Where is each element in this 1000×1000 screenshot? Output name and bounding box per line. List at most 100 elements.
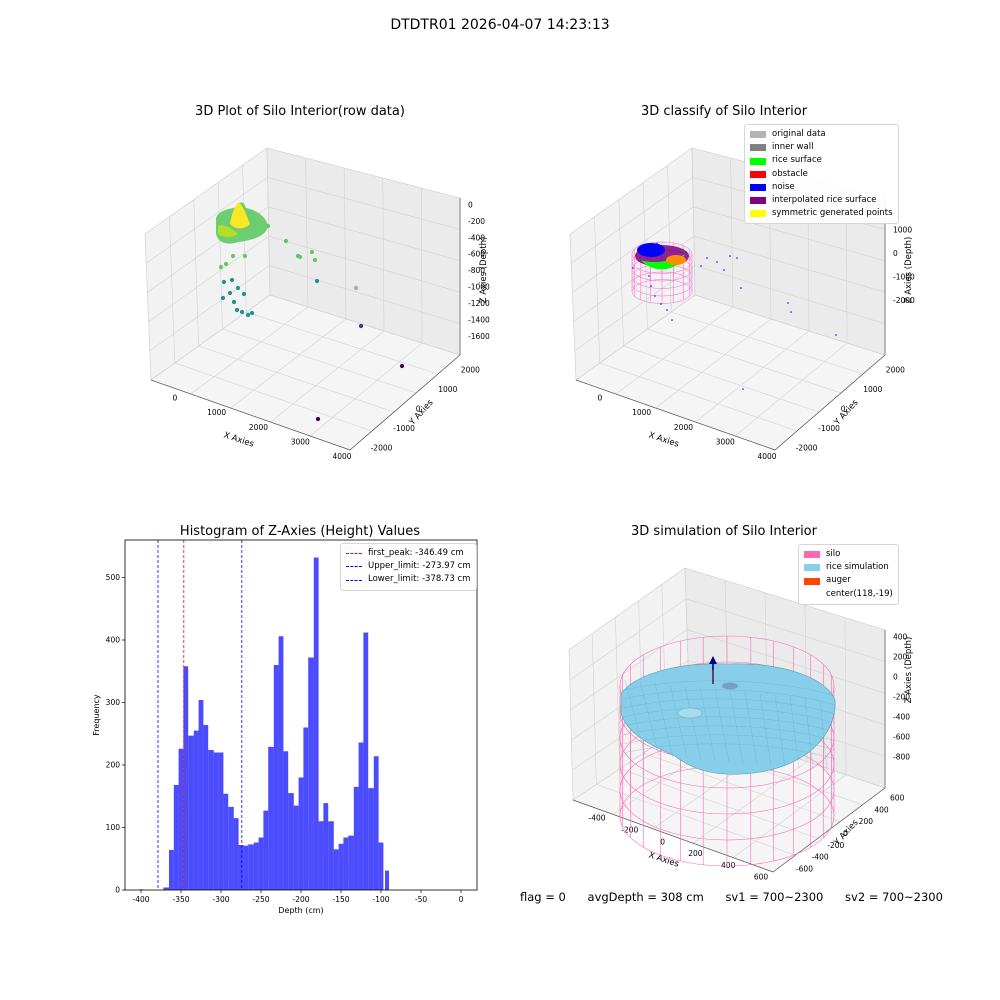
- data-point: [265, 223, 271, 229]
- rice-mesh: [622, 679, 836, 771]
- y-tick-label: 500: [106, 573, 121, 582]
- legend-label: first_peak: -346.49 cm: [368, 548, 464, 558]
- rice-mesh-line: [622, 725, 836, 742]
- y-tick-label: 0: [843, 829, 848, 838]
- legend-entry: Lower_limit: -378.73 cm: [346, 573, 471, 586]
- rice-mesh-line: [789, 696, 800, 769]
- z-tick-label: -800: [893, 752, 910, 761]
- y-tick-label: -400: [812, 853, 829, 862]
- z-tick-label: -1600: [468, 332, 490, 341]
- rice-mesh-line: [819, 699, 828, 771]
- rice-mesh-line: [624, 679, 646, 756]
- histogram-bar: [283, 751, 289, 890]
- data-point: [220, 295, 226, 301]
- y-tick-label: 1000: [438, 385, 457, 394]
- data-point: [314, 278, 320, 284]
- panel4-legend: silo rice simulation auger center(118,-19): [798, 544, 899, 605]
- rice-mesh-line: [774, 694, 786, 768]
- panel3-legend: first_peak: -346.49 cm Upper_limit: -273.…: [340, 543, 477, 591]
- legend-entry: rice surface: [750, 154, 893, 167]
- histogram-bar: [263, 810, 269, 890]
- z-tick-label: -1000: [893, 273, 915, 282]
- x-axis-line: [575, 379, 776, 451]
- rice-mesh-line: [622, 689, 836, 706]
- y-axis-line: [774, 354, 886, 451]
- histogram-bar: [258, 837, 264, 890]
- y-axis-label: Y Axies: [832, 397, 861, 428]
- rice-mesh-line: [699, 687, 716, 762]
- data-point: [229, 277, 235, 283]
- x-axis-label: Depth (cm): [278, 906, 323, 915]
- histogram-bar: [178, 748, 184, 890]
- y-tick-label: 0: [416, 404, 421, 413]
- noise-point: [736, 257, 738, 259]
- rice-peak-blob: [230, 202, 250, 229]
- rice-mesh-line: [622, 680, 836, 697]
- data-point: [353, 285, 359, 291]
- y-tick-label: 600: [890, 794, 905, 803]
- legend-entry: silo: [804, 548, 893, 561]
- noise-point: [700, 265, 702, 267]
- x-tick-label: -200: [292, 895, 309, 904]
- rice-mesh-line: [622, 734, 836, 751]
- histogram-bar: [333, 849, 339, 890]
- legend-label: silo: [826, 549, 841, 559]
- legend-swatch: [750, 131, 766, 139]
- noise-point: [654, 295, 656, 297]
- histogram-bar: [348, 835, 354, 890]
- histogram-bar: [385, 870, 389, 890]
- y-axis-line: [349, 354, 461, 451]
- rice-mesh-line: [744, 691, 758, 765]
- x-tick-label: 3000: [291, 438, 310, 447]
- x-tick-label: 3000: [716, 438, 735, 447]
- histogram-bar: [238, 845, 244, 890]
- data-point: [231, 299, 237, 305]
- z-tick-label: 1000: [893, 225, 912, 234]
- z-tick-label: -1000: [468, 283, 490, 292]
- z-tick-label: -400: [893, 712, 910, 721]
- panel1-title: 3D Plot of Silo Interior(row data): [195, 104, 405, 119]
- data-point: [309, 249, 315, 255]
- z-tick-label: -2000: [893, 296, 915, 305]
- z-tick-label: -200: [893, 692, 910, 701]
- rice-mesh-line: [684, 685, 702, 760]
- legend-swatch: [804, 564, 820, 572]
- x-tick-label: -400: [132, 895, 149, 904]
- x-tick-label: 0: [172, 393, 177, 402]
- y-tick-label: -2000: [796, 443, 818, 452]
- sv1-status: sv1 = 700~2300: [725, 890, 824, 904]
- data-point: [221, 279, 227, 285]
- noise-point: [787, 302, 789, 304]
- noise-point: [706, 257, 708, 259]
- data-point: [312, 257, 318, 263]
- x-axis-line: [572, 799, 774, 873]
- center-marker: [709, 656, 717, 664]
- rice-dimple: [722, 682, 738, 690]
- rice-mesh-line: [639, 681, 660, 757]
- rice-surface-region: [641, 254, 685, 270]
- y-tick-label: 200: [106, 761, 121, 770]
- legend-label: obstacle: [772, 168, 808, 179]
- legend-label: rice surface: [772, 155, 822, 166]
- rice-mesh-line: [804, 697, 814, 770]
- legend-swatch: [804, 591, 820, 598]
- histogram-bar: [288, 793, 294, 890]
- x-axis-label: X Axies: [222, 430, 255, 449]
- histogram-bar: [293, 805, 299, 890]
- legend-line-swatch: [346, 579, 362, 581]
- data-point: [235, 285, 241, 291]
- rice-mesh-line: [622, 698, 836, 715]
- x-tick-label: 1000: [632, 408, 651, 417]
- legend-line-swatch: [346, 566, 362, 568]
- data-point: [241, 291, 247, 297]
- legend-entry: inner wall: [750, 141, 893, 154]
- panel2-title: 3D classify of Silo Interior: [640, 104, 808, 119]
- rice-mesh-line: [622, 707, 836, 724]
- rice-mesh-line: [622, 743, 836, 760]
- rice-surface-edge: [666, 255, 686, 265]
- histogram-bar: [253, 842, 259, 890]
- panel3-title: Histogram of Z-Axies (Height) Values: [179, 524, 421, 539]
- histogram-bar: [243, 845, 249, 890]
- y-axis-line: [772, 787, 886, 873]
- panel2-legend: original data inner wall rice surface obsta…: [744, 124, 899, 225]
